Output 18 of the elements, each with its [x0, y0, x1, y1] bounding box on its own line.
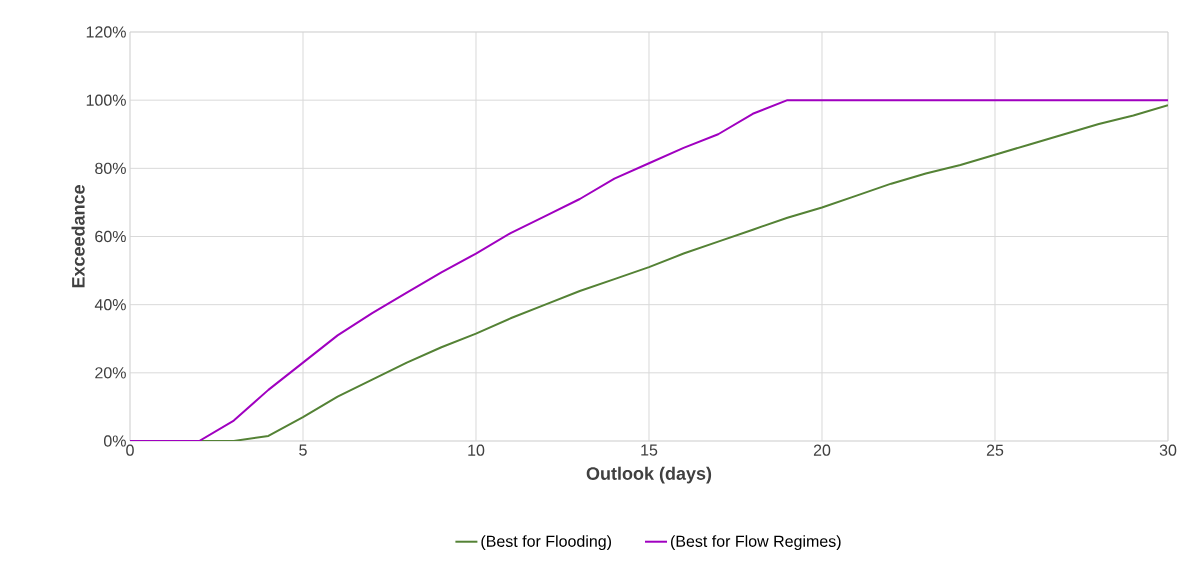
- y-axis-title: Exceedance: [71, 185, 85, 288]
- y-tick-label: 20%: [95, 367, 126, 379]
- y-tick-label: 100%: [86, 94, 126, 106]
- x-axis-title: Outlook (days): [586, 466, 712, 484]
- y-tick-label: 60%: [95, 230, 126, 243]
- y-tick-label: 0%: [103, 435, 126, 447]
- x-tick-label: 10: [468, 444, 485, 456]
- x-tick-label: 0: [126, 444, 134, 456]
- y-tick-label: 40%: [94, 299, 126, 311]
- x-tick-label: 25: [986, 444, 1004, 456]
- y-tick-label: 80%: [95, 162, 126, 174]
- legend-label: (Best for Flow Regimes): [670, 535, 841, 551]
- legend-label: (Best for Flooding): [481, 535, 611, 551]
- y-tick-label: 120%: [86, 26, 126, 38]
- x-tick-label: 20: [813, 444, 831, 456]
- x-tick-label: 30: [1159, 444, 1177, 456]
- x-tick-label: 5: [299, 444, 307, 456]
- x-tick-label: 15: [641, 444, 658, 456]
